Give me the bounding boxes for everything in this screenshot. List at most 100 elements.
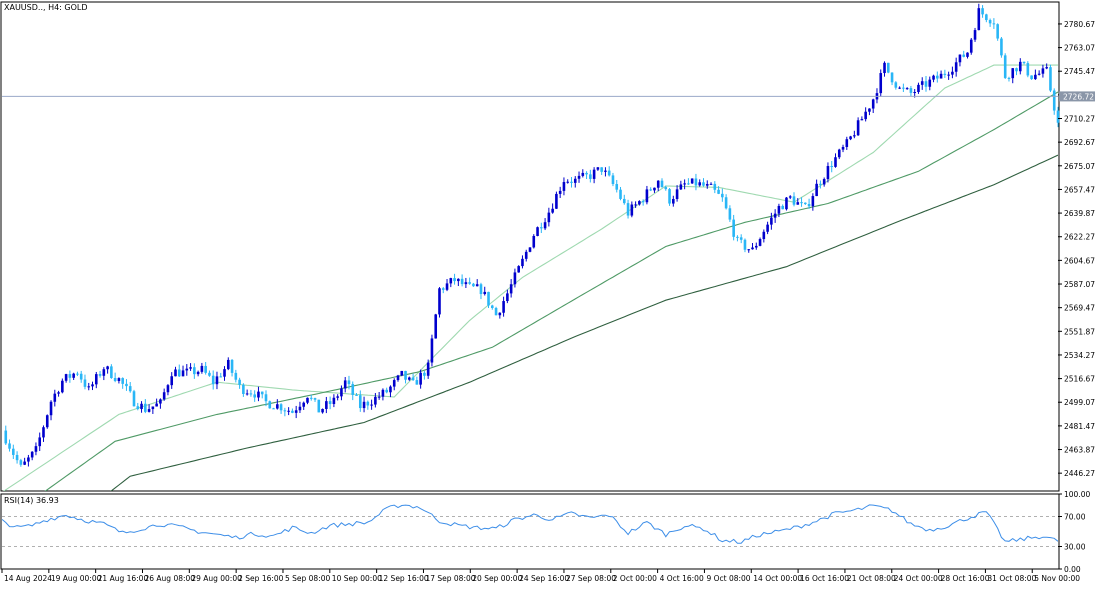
candle xyxy=(664,185,668,191)
candle xyxy=(294,405,298,419)
price-tick-label: 2692.67 xyxy=(1064,138,1095,147)
candle xyxy=(415,376,419,385)
candle xyxy=(340,385,343,401)
candle xyxy=(773,209,777,223)
candle xyxy=(102,367,106,381)
candle xyxy=(781,204,784,210)
candle xyxy=(1011,68,1015,84)
candle xyxy=(49,400,53,421)
candle xyxy=(411,373,415,382)
candle xyxy=(223,366,226,381)
time-tick-label: 14 Oct 00:00 xyxy=(753,574,802,583)
candle xyxy=(649,187,652,192)
candle xyxy=(362,396,366,413)
current-price-label: 2726.72 xyxy=(1063,92,1094,101)
candle xyxy=(687,178,690,185)
candle xyxy=(936,71,939,83)
candle xyxy=(581,169,585,178)
candle xyxy=(8,439,11,452)
candle xyxy=(487,291,490,309)
candle xyxy=(630,201,634,218)
candle xyxy=(777,203,781,218)
candle xyxy=(279,403,283,414)
price-tick-label: 2551.87 xyxy=(1064,327,1095,336)
candle xyxy=(309,394,313,401)
candle xyxy=(140,401,143,413)
candle xyxy=(208,370,211,377)
candle xyxy=(962,50,966,58)
candle xyxy=(683,179,686,190)
candle xyxy=(185,364,189,376)
price-tick-label: 2675.07 xyxy=(1064,162,1095,171)
candle xyxy=(76,371,79,377)
candle xyxy=(656,180,660,192)
candle xyxy=(1052,88,1056,115)
candle xyxy=(573,176,577,188)
time-tick-label: 29 Aug 00:00 xyxy=(191,574,242,583)
candle xyxy=(947,71,950,80)
candle xyxy=(739,234,743,244)
candle xyxy=(204,361,207,375)
candle xyxy=(325,396,328,414)
candle xyxy=(242,383,245,397)
candle xyxy=(226,357,230,371)
candle xyxy=(513,268,517,288)
time-tick-label: 27 Sep 08:00 xyxy=(566,574,616,583)
candle xyxy=(128,382,132,393)
candle xyxy=(698,179,702,187)
candle xyxy=(611,172,615,187)
candle xyxy=(434,313,438,339)
candle xyxy=(385,387,388,394)
candle xyxy=(841,144,845,153)
candle xyxy=(34,442,38,456)
candle xyxy=(57,390,60,397)
candle xyxy=(370,399,373,410)
candle xyxy=(253,390,256,402)
candle xyxy=(1037,70,1041,76)
candle xyxy=(943,69,947,78)
candle xyxy=(260,391,264,399)
candle xyxy=(721,188,724,202)
candle xyxy=(438,287,441,318)
candle xyxy=(27,454,30,467)
price-tick-label: 2622.27 xyxy=(1064,233,1095,242)
candle xyxy=(766,221,769,235)
candle xyxy=(570,176,573,188)
time-tick-label: 20 Sep 00:00 xyxy=(472,574,522,583)
candle xyxy=(826,162,830,183)
current-price-tag xyxy=(1059,91,1095,102)
price-tick-label: 2499.07 xyxy=(1064,398,1095,407)
candle xyxy=(189,363,192,371)
candle xyxy=(475,279,479,287)
rsi-scale-label: 70.00 xyxy=(1064,513,1086,522)
candle xyxy=(276,399,279,410)
candle xyxy=(886,62,890,74)
candle xyxy=(1018,58,1022,75)
candle xyxy=(381,388,385,401)
candle xyxy=(453,273,456,285)
candle xyxy=(924,76,928,92)
candle xyxy=(860,116,864,121)
candle xyxy=(336,394,339,401)
candle xyxy=(837,148,841,160)
candle xyxy=(347,375,351,390)
candle xyxy=(68,370,72,383)
candle xyxy=(1045,63,1048,70)
candle xyxy=(555,191,558,209)
price-tick-label: 2604.67 xyxy=(1064,256,1095,265)
candle xyxy=(660,178,664,188)
candle xyxy=(257,386,260,402)
candle xyxy=(287,407,290,416)
candle xyxy=(162,388,166,401)
candle xyxy=(249,389,253,397)
candle xyxy=(853,130,856,139)
price-tick-label: 2516.67 xyxy=(1064,375,1095,384)
time-tick-label: 26 Aug 08:00 xyxy=(144,574,195,583)
candle xyxy=(702,178,705,187)
time-tick-label: 19 Aug 00:00 xyxy=(51,574,102,583)
price-tick-label: 2569.47 xyxy=(1064,304,1095,313)
candle xyxy=(1056,106,1060,128)
candle xyxy=(396,374,400,382)
